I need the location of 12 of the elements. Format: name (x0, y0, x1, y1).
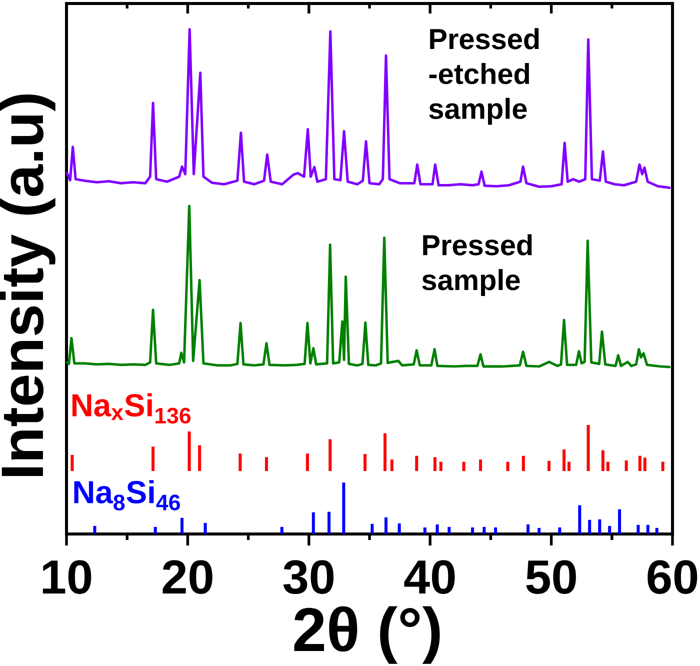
x-tick-label: 40 (404, 560, 455, 594)
x-axis-title: 2θ (°) (294, 606, 440, 664)
x-tick-label: 10 (42, 560, 92, 594)
x-tick-label: 50 (526, 560, 576, 594)
series-label: Pressed sample (422, 234, 532, 296)
series-label: Pressed -etched sample (429, 28, 539, 125)
x-tick-label: 60 (648, 560, 698, 594)
y-axis-title: Intensity (a.u) (0, 94, 56, 476)
x-tick-label: 30 (283, 560, 334, 594)
x-tick-label: 20 (162, 560, 212, 594)
series-label: Na$_{x}$Si$_{136}$ (72, 393, 191, 424)
series-label: Na$_{8}$Si$_{46}$ (74, 480, 180, 510)
